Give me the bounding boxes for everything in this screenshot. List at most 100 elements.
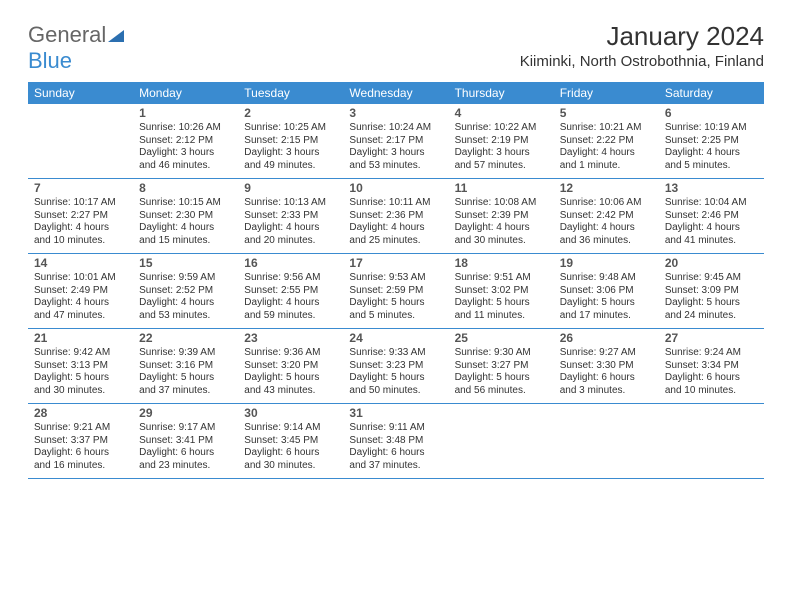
day-info-line: Daylight: 5 hours and 5 minutes. — [349, 297, 442, 322]
day-info-line: Sunrise: 10:13 AM — [244, 197, 337, 210]
day-info-line: Sunset: 2:15 PM — [244, 135, 337, 148]
day-info-line: Daylight: 6 hours and 3 minutes. — [560, 372, 653, 397]
day-info-line: Daylight: 4 hours and 15 minutes. — [139, 222, 232, 247]
weeks-container: 1Sunrise: 10:26 AMSunset: 2:12 PMDayligh… — [28, 104, 764, 479]
logo: GeneralBlue — [28, 22, 124, 74]
day-cell: 26Sunrise: 9:27 AMSunset: 3:30 PMDayligh… — [554, 329, 659, 403]
day-cell: 25Sunrise: 9:30 AMSunset: 3:27 PMDayligh… — [449, 329, 554, 403]
day-info-line: Sunset: 2:25 PM — [665, 135, 758, 148]
day-info-line: Sunrise: 9:33 AM — [349, 347, 442, 360]
day-info-line: Daylight: 6 hours and 10 minutes. — [665, 372, 758, 397]
day-info-line: Sunset: 2:30 PM — [139, 210, 232, 223]
day-info-line: Daylight: 4 hours and 25 minutes. — [349, 222, 442, 247]
logo-word-1: General — [28, 22, 106, 47]
day-cell: 2Sunrise: 10:25 AMSunset: 2:15 PMDayligh… — [238, 104, 343, 178]
day-cell: 16Sunrise: 9:56 AMSunset: 2:55 PMDayligh… — [238, 254, 343, 328]
day-info-line: Daylight: 3 hours and 46 minutes. — [139, 147, 232, 172]
calendar-page: GeneralBlue January 2024 Kiiminki, North… — [0, 0, 792, 501]
logo-word-2: Blue — [28, 48, 72, 73]
day-info-line: Sunset: 2:33 PM — [244, 210, 337, 223]
day-info-line: Daylight: 5 hours and 43 minutes. — [244, 372, 337, 397]
day-header: Sunday — [28, 82, 133, 104]
day-cell: 7Sunrise: 10:17 AMSunset: 2:27 PMDayligh… — [28, 179, 133, 253]
day-info-line: Daylight: 6 hours and 37 minutes. — [349, 447, 442, 472]
day-info-line: Daylight: 4 hours and 59 minutes. — [244, 297, 337, 322]
day-info-line: Sunrise: 9:17 AM — [139, 422, 232, 435]
day-cell — [449, 404, 554, 478]
day-cell: 13Sunrise: 10:04 AMSunset: 2:46 PMDaylig… — [659, 179, 764, 253]
day-info-line: Sunset: 3:02 PM — [455, 285, 548, 298]
day-info-line: Sunset: 3:13 PM — [34, 360, 127, 373]
title-block: January 2024 Kiiminki, North Ostrobothni… — [520, 22, 764, 70]
day-info-line: Daylight: 3 hours and 53 minutes. — [349, 147, 442, 172]
day-header: Saturday — [659, 82, 764, 104]
day-info-line: Daylight: 5 hours and 37 minutes. — [139, 372, 232, 397]
day-number: 29 — [139, 406, 232, 421]
day-cell — [554, 404, 659, 478]
day-info-line: Sunrise: 9:24 AM — [665, 347, 758, 360]
day-info-line: Daylight: 4 hours and 5 minutes. — [665, 147, 758, 172]
day-number: 31 — [349, 406, 442, 421]
day-info-line: Sunset: 3:23 PM — [349, 360, 442, 373]
day-number: 16 — [244, 256, 337, 271]
day-info-line: Sunrise: 9:27 AM — [560, 347, 653, 360]
day-info-line: Daylight: 5 hours and 56 minutes. — [455, 372, 548, 397]
day-info-line: Sunset: 2:17 PM — [349, 135, 442, 148]
day-cell: 10Sunrise: 10:11 AMSunset: 2:36 PMDaylig… — [343, 179, 448, 253]
day-number: 24 — [349, 331, 442, 346]
day-cell: 12Sunrise: 10:06 AMSunset: 2:42 PMDaylig… — [554, 179, 659, 253]
day-number: 13 — [665, 181, 758, 196]
day-number: 8 — [139, 181, 232, 196]
day-info-line: Sunrise: 10:01 AM — [34, 272, 127, 285]
day-cell: 19Sunrise: 9:48 AMSunset: 3:06 PMDayligh… — [554, 254, 659, 328]
day-info-line: Sunrise: 10:24 AM — [349, 122, 442, 135]
day-number: 5 — [560, 106, 653, 121]
day-info-line: Sunset: 3:45 PM — [244, 435, 337, 448]
day-cell: 15Sunrise: 9:59 AMSunset: 2:52 PMDayligh… — [133, 254, 238, 328]
day-cell: 20Sunrise: 9:45 AMSunset: 3:09 PMDayligh… — [659, 254, 764, 328]
day-info-line: Sunset: 2:12 PM — [139, 135, 232, 148]
day-number: 25 — [455, 331, 548, 346]
day-info-line: Sunset: 2:36 PM — [349, 210, 442, 223]
day-info-line: Sunrise: 10:22 AM — [455, 122, 548, 135]
day-info-line: Sunrise: 9:36 AM — [244, 347, 337, 360]
day-info-line: Sunrise: 9:59 AM — [139, 272, 232, 285]
week-row: 14Sunrise: 10:01 AMSunset: 2:49 PMDaylig… — [28, 254, 764, 329]
day-info-line: Daylight: 5 hours and 17 minutes. — [560, 297, 653, 322]
day-info-line: Sunrise: 9:39 AM — [139, 347, 232, 360]
day-cell: 11Sunrise: 10:08 AMSunset: 2:39 PMDaylig… — [449, 179, 554, 253]
week-row: 28Sunrise: 9:21 AMSunset: 3:37 PMDayligh… — [28, 404, 764, 479]
day-info-line: Sunrise: 9:56 AM — [244, 272, 337, 285]
day-cell: 23Sunrise: 9:36 AMSunset: 3:20 PMDayligh… — [238, 329, 343, 403]
day-info-line: Daylight: 4 hours and 53 minutes. — [139, 297, 232, 322]
day-info-line: Daylight: 5 hours and 24 minutes. — [665, 297, 758, 322]
day-info-line: Daylight: 5 hours and 11 minutes. — [455, 297, 548, 322]
day-info-line: Daylight: 6 hours and 23 minutes. — [139, 447, 232, 472]
day-info-line: Sunset: 3:16 PM — [139, 360, 232, 373]
day-header: Monday — [133, 82, 238, 104]
day-number: 6 — [665, 106, 758, 121]
day-info-line: Sunrise: 10:19 AM — [665, 122, 758, 135]
day-info-line: Sunset: 3:37 PM — [34, 435, 127, 448]
day-info-line: Sunset: 3:41 PM — [139, 435, 232, 448]
page-header: GeneralBlue January 2024 Kiiminki, North… — [28, 22, 764, 74]
day-info-line: Daylight: 3 hours and 49 minutes. — [244, 147, 337, 172]
day-number: 10 — [349, 181, 442, 196]
day-cell: 28Sunrise: 9:21 AMSunset: 3:37 PMDayligh… — [28, 404, 133, 478]
day-number: 21 — [34, 331, 127, 346]
day-number: 28 — [34, 406, 127, 421]
day-info-line: Sunset: 2:42 PM — [560, 210, 653, 223]
day-info-line: Sunset: 2:39 PM — [455, 210, 548, 223]
day-number: 14 — [34, 256, 127, 271]
day-info-line: Daylight: 4 hours and 20 minutes. — [244, 222, 337, 247]
day-info-line: Sunset: 3:06 PM — [560, 285, 653, 298]
day-number: 17 — [349, 256, 442, 271]
day-number: 22 — [139, 331, 232, 346]
day-cell: 6Sunrise: 10:19 AMSunset: 2:25 PMDayligh… — [659, 104, 764, 178]
day-number: 12 — [560, 181, 653, 196]
day-info-line: Sunrise: 9:53 AM — [349, 272, 442, 285]
day-info-line: Sunset: 2:19 PM — [455, 135, 548, 148]
day-number: 11 — [455, 181, 548, 196]
day-info-line: Daylight: 6 hours and 30 minutes. — [244, 447, 337, 472]
day-number: 7 — [34, 181, 127, 196]
